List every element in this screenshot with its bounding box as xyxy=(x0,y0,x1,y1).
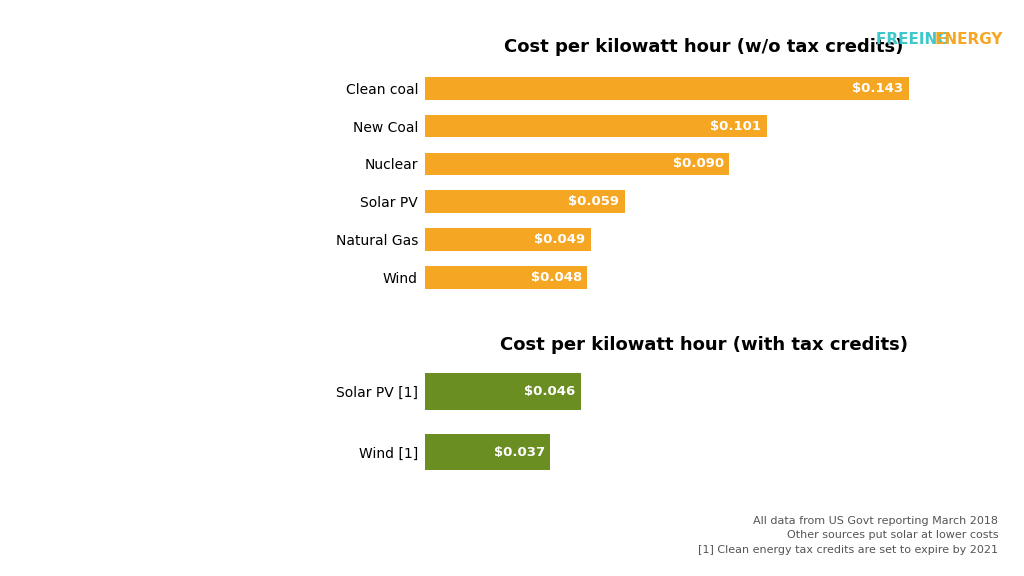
Text: FREEING: FREEING xyxy=(876,32,954,47)
Bar xyxy=(425,434,550,471)
Bar xyxy=(425,191,625,213)
Text: $0.046: $0.046 xyxy=(524,385,575,398)
Text: $0.059: $0.059 xyxy=(568,195,620,209)
Bar xyxy=(425,266,588,289)
Bar xyxy=(425,153,729,175)
Text: $0.090: $0.090 xyxy=(673,157,724,170)
Text: ENERGY: ENERGY xyxy=(935,32,1004,47)
Text: $0.037: $0.037 xyxy=(494,446,545,458)
Text: Solar and
Wind are now
the lowest
cost way to
generate
electricity: Solar and Wind are now the lowest cost w… xyxy=(14,138,295,390)
Text: $0.049: $0.049 xyxy=(535,233,586,246)
Text: $0.101: $0.101 xyxy=(711,120,762,132)
Title: Cost per kilowatt hour (w/o tax credits): Cost per kilowatt hour (w/o tax credits) xyxy=(504,39,904,56)
Bar xyxy=(425,77,908,100)
Bar xyxy=(425,373,581,410)
Text: $0.048: $0.048 xyxy=(531,271,583,284)
Bar xyxy=(425,115,767,138)
Text: Cost per kilowatt hour (with tax credits): Cost per kilowatt hour (with tax credits… xyxy=(500,336,908,354)
Text: $0.143: $0.143 xyxy=(852,82,903,94)
Bar xyxy=(425,228,591,251)
Text: All data from US Govt reporting March 2018
Other sources put solar at lower cost: All data from US Govt reporting March 20… xyxy=(698,516,998,555)
